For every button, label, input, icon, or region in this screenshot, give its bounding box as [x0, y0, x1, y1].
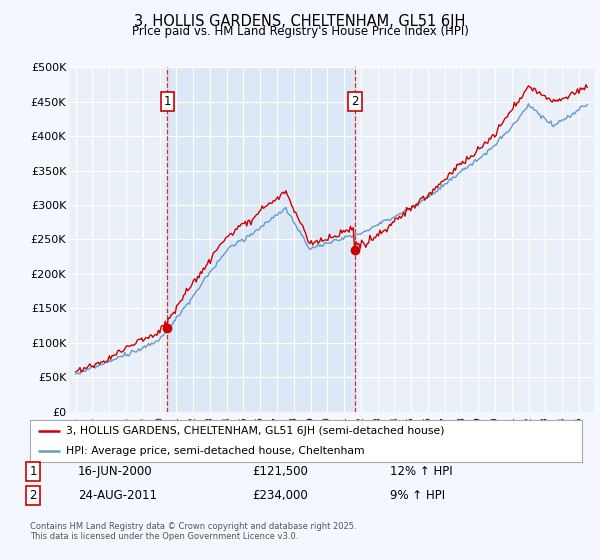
Text: 16-JUN-2000: 16-JUN-2000: [78, 465, 152, 478]
Text: 24-AUG-2011: 24-AUG-2011: [78, 489, 157, 502]
Text: 9% ↑ HPI: 9% ↑ HPI: [390, 489, 445, 502]
Text: £234,000: £234,000: [252, 489, 308, 502]
Text: Price paid vs. HM Land Registry's House Price Index (HPI): Price paid vs. HM Land Registry's House …: [131, 25, 469, 38]
Text: 1: 1: [164, 95, 171, 108]
Text: 1: 1: [29, 465, 37, 478]
Bar: [167, 67, 355, 412]
Text: 3, HOLLIS GARDENS, CHELTENHAM, GL51 6JH (semi-detached house): 3, HOLLIS GARDENS, CHELTENHAM, GL51 6JH …: [66, 426, 445, 436]
Text: 3, HOLLIS GARDENS, CHELTENHAM, GL51 6JH: 3, HOLLIS GARDENS, CHELTENHAM, GL51 6JH: [134, 14, 466, 29]
Text: HPI: Average price, semi-detached house, Cheltenham: HPI: Average price, semi-detached house,…: [66, 446, 365, 456]
Text: Contains HM Land Registry data © Crown copyright and database right 2025.
This d: Contains HM Land Registry data © Crown c…: [30, 522, 356, 542]
Text: 12% ↑ HPI: 12% ↑ HPI: [390, 465, 452, 478]
Text: 2: 2: [29, 489, 37, 502]
Text: £121,500: £121,500: [252, 465, 308, 478]
Text: 2: 2: [351, 95, 359, 108]
